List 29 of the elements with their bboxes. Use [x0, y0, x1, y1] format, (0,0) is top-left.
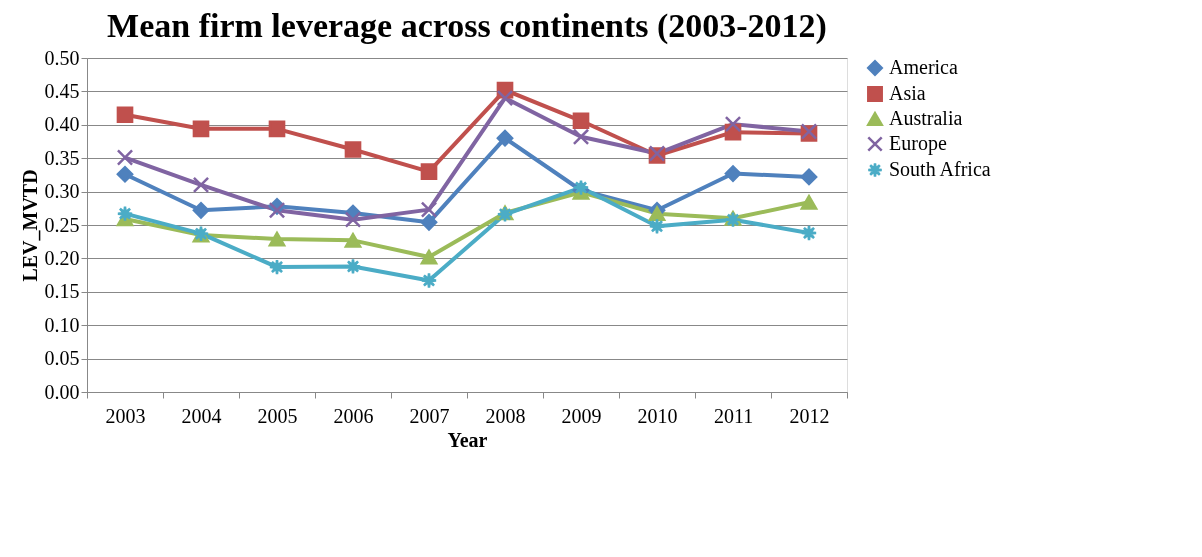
- y-tick-label: 0.25: [44, 213, 80, 236]
- y-tick-label: 0.40: [44, 113, 80, 136]
- y-axis-title: LEV_MVTD: [18, 169, 41, 282]
- x-tick-label: 2004: [181, 404, 222, 427]
- y-tick-label: 0.20: [44, 246, 80, 269]
- y-tick-label: 0.35: [44, 146, 80, 169]
- x-axis-title: Year: [447, 428, 488, 451]
- legend-label: Australia: [889, 107, 963, 129]
- y-tick-label: 0.15: [44, 280, 80, 303]
- y-tick-label: 0.05: [44, 347, 80, 370]
- legend-label: America: [889, 56, 958, 78]
- x-tick-label: 2007: [409, 404, 450, 427]
- y-tick-label: 0.30: [44, 180, 80, 203]
- y-tick-label: 0.45: [44, 79, 80, 102]
- x-tick-label: 2010: [637, 404, 678, 427]
- legend-label: Europe: [889, 132, 947, 155]
- x-tick-label: 2012: [789, 404, 830, 427]
- x-tick-label: 2006: [333, 404, 374, 427]
- y-tick-label: 0.10: [44, 313, 80, 336]
- chart-title: Mean firm leverage across continents (2003-2012): [107, 7, 827, 45]
- x-tick-label: 2005: [257, 404, 298, 427]
- y-tick-label: 0.50: [44, 46, 80, 69]
- x-tick-label: 2009: [561, 404, 602, 427]
- legend-label: South Africa: [889, 158, 991, 180]
- y-tick-label: 0.00: [44, 380, 80, 403]
- x-tick-label: 2003: [105, 404, 146, 427]
- x-tick-label: 2008: [485, 404, 526, 427]
- x-tick-label: 2011: [713, 404, 754, 427]
- legend-label: Asia: [889, 82, 926, 104]
